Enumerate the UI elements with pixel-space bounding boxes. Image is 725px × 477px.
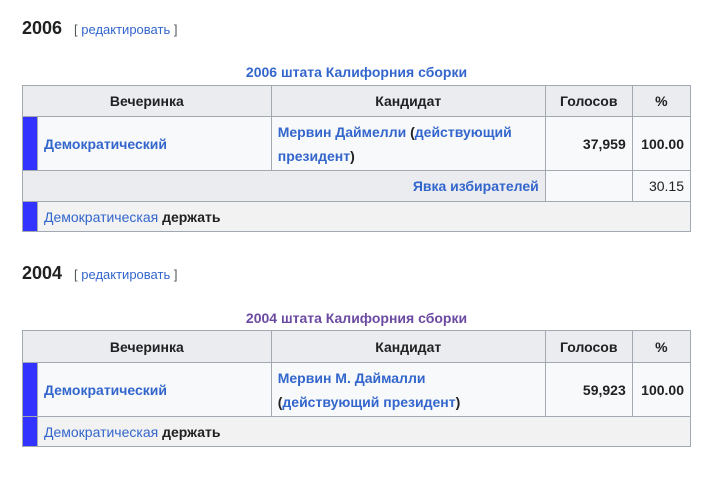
percent: 100.00 (631, 362, 692, 417)
header-candidate: Кандидат (270, 85, 546, 117)
header-candidate: Кандидат (270, 330, 546, 363)
table-caption[interactable]: 2006 штата Калифорния сборки (245, 64, 468, 80)
edit-section: [ редактировать ] (74, 22, 178, 37)
candidate-link[interactable]: Мервин Даймелли (277, 123, 407, 140)
header-pct: % (631, 330, 692, 363)
votes: 37,959 (544, 116, 633, 171)
heading-text: 2004 (22, 263, 63, 283)
results-table-2004: Вечеринка Кандидат Голосов% Демократически… (22, 330, 692, 447)
party-link[interactable]: Демократический (44, 381, 168, 398)
votes: 59,923 (544, 362, 633, 417)
hold-row: Демократическая держать (22, 416, 691, 447)
heading-text: 2006 (22, 18, 63, 38)
hold-text: держать (162, 423, 221, 440)
edit-link[interactable]: редактировать (81, 22, 171, 37)
party-color-swatch (22, 362, 38, 417)
party-color-swatch (22, 416, 38, 447)
turnout-pct: 30.15 (631, 170, 692, 202)
party-color-swatch (22, 116, 38, 171)
header-pct: % (631, 85, 692, 117)
party-link[interactable]: Демократический (44, 135, 168, 152)
header-party: Вечеринка (22, 330, 272, 363)
hold-party-link[interactable]: Демократическая (44, 208, 159, 225)
hold-text: держать (162, 208, 221, 225)
party-color-swatch (22, 201, 38, 232)
incumbent-link[interactable]: действующий президент (282, 393, 456, 410)
header-votes: Голосов (544, 330, 633, 363)
edit-link[interactable]: редактировать (81, 267, 171, 282)
hold-party-link[interactable]: Демократическая (44, 423, 159, 440)
turnout-link[interactable]: Явка избирателей (412, 178, 539, 194)
percent: 100.00 (631, 116, 692, 171)
incumbent-link[interactable]: действующий президент (277, 123, 512, 164)
results-table-2006: Вечеринка Кандидат Голосов% Демократически… (22, 85, 692, 232)
section-heading-2006: 2006 [ редактировать ] (22, 18, 177, 39)
hold-row: Демократическая держать (22, 201, 691, 232)
section-heading-2004: 2004 [ редактировать ] (22, 263, 177, 284)
table-caption[interactable]: 2004 штата Калифорния сборки (245, 310, 468, 326)
turnout-row: Явка избирателей 30.15 (22, 170, 692, 202)
header-party: Вечеринка (22, 85, 272, 117)
candidate-link[interactable]: Мервин М. Даймалли (277, 369, 426, 386)
edit-section: [ редактировать ] (74, 267, 178, 282)
header-votes: Голосов (544, 85, 633, 117)
table-row: Демократический Мервин Даймелли (действую… (22, 116, 692, 171)
table-row: Демократический Мервин М. Даймалли (действ… (22, 362, 692, 417)
